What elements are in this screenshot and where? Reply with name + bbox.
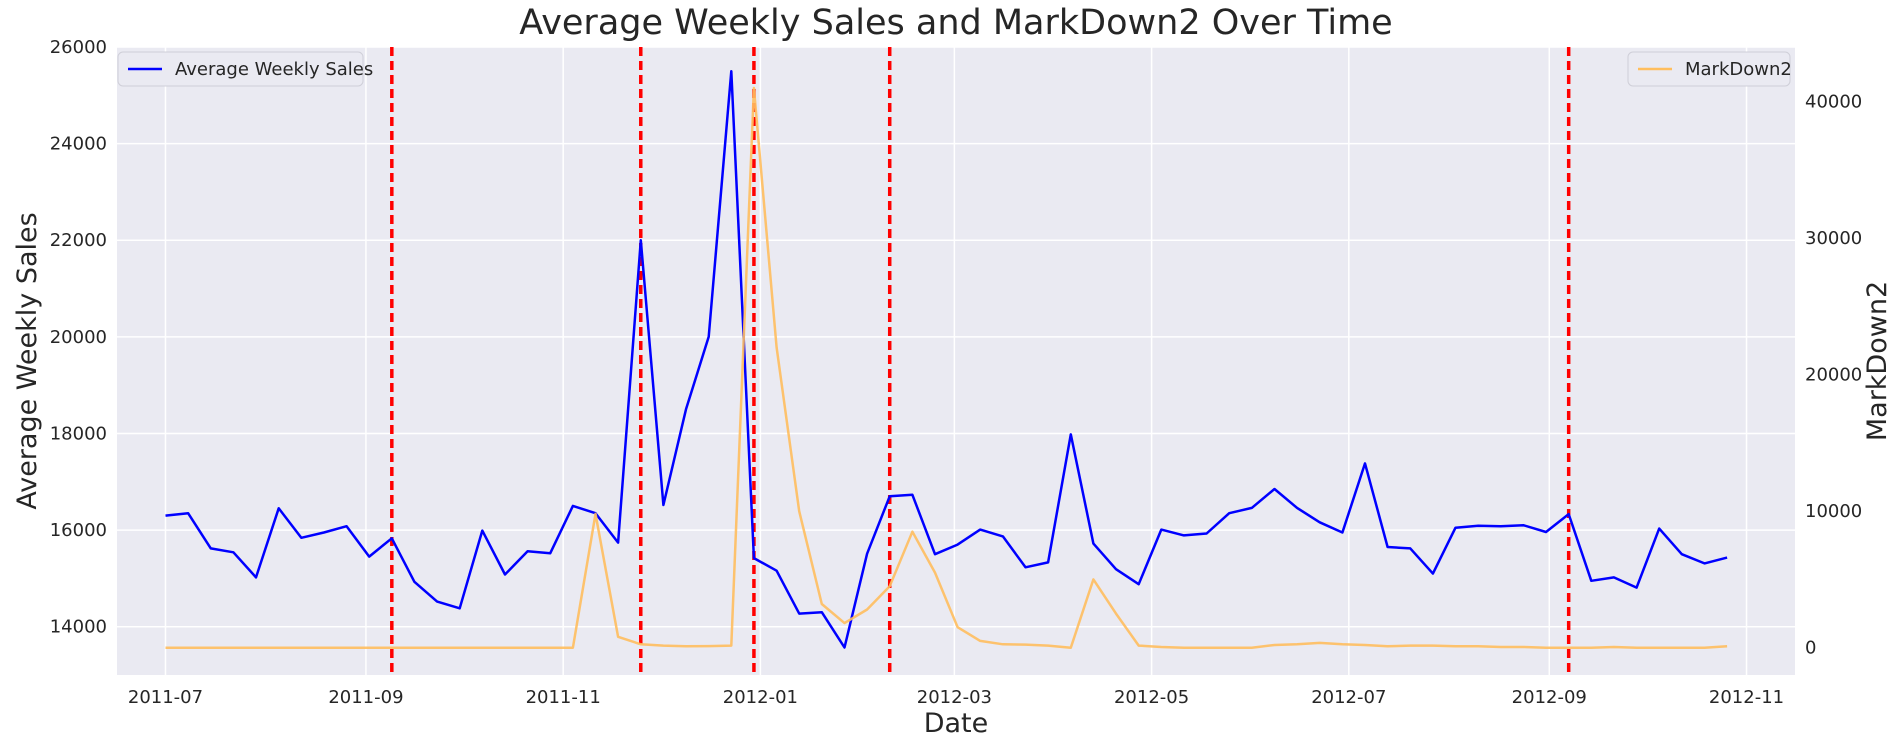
markdown-line xyxy=(165,86,1728,649)
y-left-tick-label: 14000 xyxy=(50,617,107,638)
x-tick-label: 2011-11 xyxy=(526,687,601,708)
grid-lines xyxy=(117,46,1795,675)
y-right-tick-label: 20000 xyxy=(1805,365,1862,386)
x-tick-label: 2012-05 xyxy=(1114,687,1189,708)
x-tick-label: 2011-09 xyxy=(328,687,403,708)
y-left-tick-label: 24000 xyxy=(50,134,107,155)
legend-markdown-label: MarkDown2 xyxy=(1685,59,1792,80)
y-left-tick-label: 20000 xyxy=(50,327,107,348)
y-right-tick-label: 10000 xyxy=(1805,501,1862,522)
y-axis-right-ticks: 0 10000 20000 30000 40000 xyxy=(1805,92,1862,659)
x-axis-ticks: 2011-07 2011-09 2011-11 2012-01 2012-03 2012-… xyxy=(128,687,1784,708)
plot-area xyxy=(117,47,1795,675)
x-tick-label: 2012-01 xyxy=(723,687,798,708)
y-left-tick-label: 16000 xyxy=(50,520,107,541)
holiday-lines xyxy=(390,47,1571,675)
y-axis-left-ticks: 14000 16000 18000 20000 22000 24000 26000 xyxy=(50,37,107,638)
legend-right-box xyxy=(1627,51,1791,87)
y-right-tick-label: 30000 xyxy=(1805,228,1862,249)
y-axis-right-label: MarkDown2 xyxy=(1862,281,1893,441)
legend-sales-label: Average Weekly Sales xyxy=(175,59,373,80)
chart-title: Average Weekly Sales and MarkDown2 Over … xyxy=(519,3,1392,43)
y-axis-left-label: Average Weekly Sales xyxy=(12,212,43,509)
series-group xyxy=(165,69,1728,649)
x-tick-label: 2012-03 xyxy=(917,687,992,708)
legend-left: Average Weekly Sales xyxy=(117,51,373,87)
x-tick-label: 2012-07 xyxy=(1311,687,1386,708)
legend-left-box xyxy=(117,51,364,87)
y-left-tick-label: 26000 xyxy=(50,37,107,58)
x-tick-label: 2012-09 xyxy=(1512,687,1587,708)
y-left-tick-label: 22000 xyxy=(50,230,107,251)
legend-right: MarkDown2 xyxy=(1627,51,1792,87)
sales-line xyxy=(165,69,1728,649)
x-tick-label: 2012-11 xyxy=(1709,687,1784,708)
y-left-tick-label: 18000 xyxy=(50,423,107,444)
y-right-tick-label: 40000 xyxy=(1805,92,1862,113)
x-axis-label: Date xyxy=(924,708,989,739)
y-right-tick-label: 0 xyxy=(1805,638,1816,659)
x-tick-label: 2011-07 xyxy=(128,687,203,708)
